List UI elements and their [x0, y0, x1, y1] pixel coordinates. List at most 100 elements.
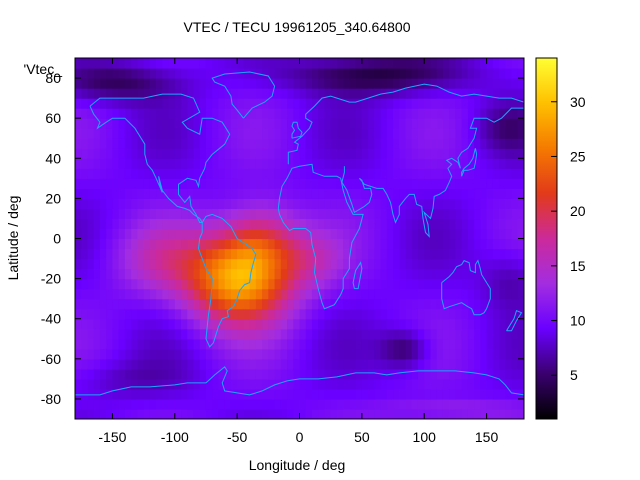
heatmap-cell — [237, 348, 244, 360]
heatmap-cell — [131, 148, 138, 159]
heatmap-cell — [268, 148, 276, 159]
heatmap-cell — [393, 208, 400, 220]
heatmap-cell — [99, 168, 107, 179]
heatmap-cell — [162, 228, 170, 240]
heatmap-cell — [293, 278, 301, 290]
heatmap-cell — [361, 178, 369, 189]
heatmap-cell — [299, 108, 307, 119]
heatmap-cell — [237, 98, 244, 109]
heatmap-cell — [143, 388, 151, 400]
heatmap-cell — [218, 378, 226, 390]
heatmap-cell — [187, 328, 195, 340]
heatmap-cell — [249, 128, 257, 139]
heatmap-cell — [81, 408, 89, 419]
heatmap-cell — [318, 398, 326, 410]
heatmap-cell — [361, 248, 369, 260]
heatmap-cell — [467, 208, 475, 220]
heatmap-cell — [436, 198, 444, 210]
heatmap-cell — [262, 318, 269, 330]
heatmap-cell — [311, 308, 319, 320]
heatmap-cell — [474, 228, 481, 240]
heatmap-cell — [355, 98, 363, 109]
heatmap-cell — [355, 408, 363, 419]
heatmap-cell — [436, 298, 444, 310]
heatmap-cell — [218, 328, 226, 340]
heatmap-cell — [499, 388, 506, 400]
heatmap-cell — [268, 408, 276, 419]
heatmap-cell — [455, 358, 463, 370]
heatmap-cell — [474, 268, 481, 280]
heatmap-cell — [293, 408, 301, 419]
heatmap-cell — [368, 158, 375, 169]
heatmap-cell — [349, 368, 357, 380]
heatmap-cell — [474, 158, 481, 169]
heatmap-cell — [75, 148, 82, 159]
heatmap-cell — [318, 198, 326, 210]
heatmap-cell — [212, 338, 220, 350]
heatmap-cell — [81, 238, 89, 250]
heatmap-cell — [455, 128, 463, 139]
heatmap-cell — [318, 378, 326, 390]
heatmap-cell — [299, 58, 307, 69]
heatmap-cell — [274, 148, 282, 159]
heatmap-cell — [199, 238, 207, 250]
heatmap-cell — [355, 308, 363, 320]
heatmap-cell — [81, 288, 89, 300]
heatmap-cell — [467, 178, 475, 189]
heatmap-cell — [168, 228, 176, 240]
heatmap-cell — [218, 78, 226, 89]
heatmap-cell — [243, 108, 251, 119]
heatmap-cell — [143, 378, 151, 390]
heatmap-cell — [199, 398, 207, 410]
heatmap-cell — [386, 208, 394, 220]
heatmap-cell — [505, 118, 513, 129]
heatmap-cell — [517, 228, 524, 240]
x-tick-label: 0 — [296, 429, 304, 445]
heatmap-cell — [193, 188, 201, 199]
heatmap-cell — [243, 298, 251, 310]
heatmap-cell — [237, 318, 244, 330]
heatmap-cell — [162, 378, 170, 390]
heatmap-cell — [143, 68, 151, 79]
heatmap-cell — [517, 118, 524, 129]
heatmap-cell — [374, 388, 382, 400]
heatmap-cell — [287, 198, 294, 210]
heatmap-cell — [199, 108, 207, 119]
heatmap-cell — [255, 278, 263, 290]
heatmap-cell — [449, 118, 457, 129]
heatmap-cell — [287, 258, 294, 270]
heatmap-cell — [386, 338, 394, 350]
heatmap-cell — [324, 148, 332, 159]
heatmap-cell — [156, 318, 163, 330]
heatmap-cell — [299, 258, 307, 270]
heatmap-cell — [199, 378, 207, 390]
heatmap-cell — [499, 108, 506, 119]
heatmap-cell — [355, 118, 363, 129]
heatmap-cell — [411, 198, 419, 210]
heatmap-cell — [199, 308, 207, 320]
heatmap-cell — [274, 328, 282, 340]
heatmap-cell — [124, 378, 132, 390]
heatmap-cell — [374, 408, 382, 419]
heatmap-cell — [143, 318, 151, 330]
heatmap-cell — [336, 298, 344, 310]
heatmap-cell — [137, 398, 145, 410]
heatmap-cell — [330, 318, 338, 330]
heatmap-cell — [106, 358, 114, 370]
heatmap-cell — [324, 218, 332, 230]
heatmap-cell — [106, 328, 114, 340]
heatmap-cell — [355, 108, 363, 119]
heatmap-cell — [393, 148, 400, 159]
heatmap-cell — [374, 398, 382, 410]
heatmap-cell — [131, 318, 138, 330]
heatmap-cell — [318, 98, 326, 109]
heatmap-cell — [249, 238, 257, 250]
heatmap-cell — [193, 208, 201, 220]
heatmap-cell — [517, 328, 524, 340]
colorbar — [535, 57, 558, 420]
heatmap-cell — [499, 68, 506, 79]
heatmap-cell — [168, 328, 176, 340]
heatmap-cell — [405, 258, 413, 270]
heatmap-cell — [237, 338, 244, 350]
heatmap-cell — [237, 308, 244, 320]
